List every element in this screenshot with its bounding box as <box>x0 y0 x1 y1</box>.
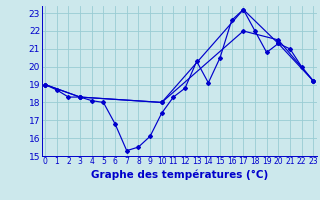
X-axis label: Graphe des températures (°C): Graphe des températures (°C) <box>91 169 268 180</box>
